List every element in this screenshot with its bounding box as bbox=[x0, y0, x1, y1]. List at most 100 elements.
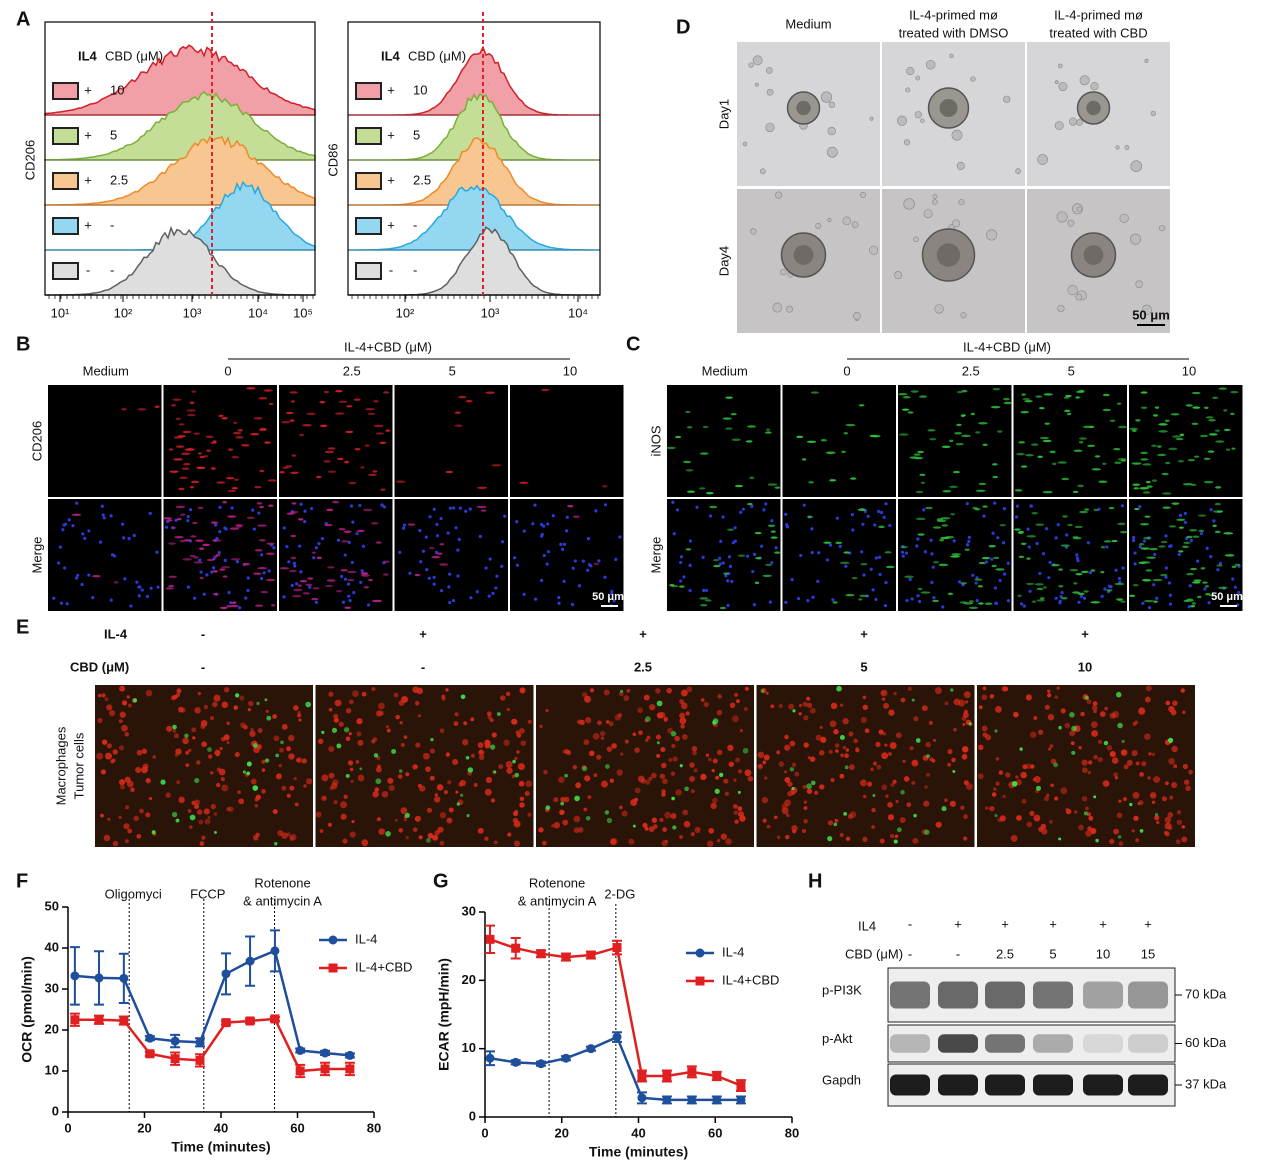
macrophage bbox=[359, 767, 363, 771]
debris bbox=[932, 194, 938, 199]
tumor-cell bbox=[1064, 722, 1071, 729]
cell-signal bbox=[293, 588, 303, 592]
cell-signal bbox=[1133, 487, 1140, 490]
cell-signal bbox=[1138, 543, 1145, 546]
cell-signal bbox=[981, 556, 991, 560]
point bbox=[221, 1018, 231, 1028]
debris bbox=[920, 118, 925, 123]
cell-signal bbox=[407, 523, 416, 526]
tumor-cell bbox=[1050, 783, 1054, 788]
tumor-cell bbox=[609, 778, 614, 783]
tumor-cell bbox=[1185, 785, 1191, 792]
tumor-cell bbox=[809, 756, 816, 762]
nucleus bbox=[63, 566, 67, 570]
debris bbox=[903, 139, 911, 146]
tumor-cell bbox=[204, 818, 211, 825]
cell-signal bbox=[806, 440, 817, 443]
cell-signal bbox=[1168, 447, 1178, 451]
debris bbox=[1037, 154, 1048, 165]
row-label: Merge bbox=[648, 537, 663, 574]
tumor-cell bbox=[398, 700, 405, 706]
nucleus bbox=[675, 508, 680, 512]
tumor-cell bbox=[853, 738, 858, 744]
cell-signal bbox=[252, 572, 262, 575]
macrophage bbox=[336, 743, 342, 749]
tumor-cell bbox=[356, 718, 363, 725]
macrophage bbox=[426, 837, 431, 843]
tumor-cell bbox=[912, 837, 919, 844]
nucleus bbox=[1164, 575, 1168, 579]
nucleus bbox=[764, 502, 768, 506]
nucleus bbox=[210, 570, 214, 574]
phase-label: Rotenone bbox=[529, 875, 585, 890]
nucleus bbox=[1207, 601, 1211, 605]
macrophage bbox=[456, 802, 461, 806]
cell-signal bbox=[1186, 572, 1194, 576]
nucleus bbox=[1131, 538, 1136, 543]
tumor-cell bbox=[563, 796, 570, 803]
cell-signal bbox=[327, 566, 335, 569]
tumor-cell bbox=[953, 727, 957, 732]
tumor-cell bbox=[1164, 831, 1170, 837]
nucleus bbox=[917, 599, 922, 604]
cell-signal bbox=[1113, 448, 1121, 451]
tumor-cell bbox=[840, 753, 845, 758]
nucleus bbox=[727, 555, 732, 559]
cell-signal bbox=[268, 402, 274, 406]
nucleus bbox=[785, 523, 789, 527]
nucleus bbox=[678, 560, 683, 565]
cell-signal bbox=[291, 510, 299, 514]
tumor-cell bbox=[737, 769, 742, 774]
cell-signal bbox=[950, 555, 961, 558]
cell-signal bbox=[810, 391, 819, 394]
tumor-cell bbox=[1046, 793, 1050, 797]
nucleus bbox=[1189, 538, 1193, 543]
x-tick-label: 80 bbox=[367, 1120, 381, 1135]
macrophage bbox=[275, 753, 280, 758]
tumor-cell bbox=[107, 817, 111, 822]
cell-signal bbox=[1075, 572, 1083, 576]
cell-signal bbox=[1215, 440, 1225, 443]
macrophage bbox=[994, 814, 998, 818]
cell-signal bbox=[227, 515, 237, 518]
tumor-cell bbox=[705, 753, 710, 757]
tumor-cell bbox=[601, 780, 608, 788]
nucleus bbox=[770, 561, 774, 565]
tumor-cell bbox=[717, 694, 722, 699]
macrophage bbox=[512, 759, 516, 764]
cell-signal bbox=[1050, 563, 1060, 567]
nucleus bbox=[80, 582, 84, 587]
tumor-cell bbox=[1047, 689, 1051, 693]
macrophage bbox=[564, 773, 568, 778]
tumor-cell bbox=[995, 781, 1000, 786]
cell-signal bbox=[380, 488, 386, 491]
tumor-cell bbox=[830, 702, 838, 710]
cell-signal bbox=[704, 599, 712, 602]
cell-signal bbox=[1187, 458, 1196, 462]
tumor-cell bbox=[123, 823, 130, 830]
nucleus bbox=[1183, 520, 1188, 525]
cell-signal bbox=[91, 574, 101, 578]
y-tick-label: 0 bbox=[469, 1108, 476, 1123]
macrophage bbox=[375, 778, 382, 785]
nucleus bbox=[718, 562, 722, 566]
point bbox=[637, 1093, 647, 1103]
nucleus bbox=[360, 569, 364, 573]
nucleus bbox=[211, 566, 216, 570]
tumor-cell bbox=[583, 807, 588, 812]
tumor-cell bbox=[265, 709, 269, 713]
column-label: 5 bbox=[449, 363, 456, 378]
tumor-cell bbox=[577, 827, 584, 833]
tumor-cell bbox=[881, 784, 888, 791]
tumor-cell bbox=[221, 784, 229, 792]
cell-signal bbox=[191, 390, 197, 393]
cell-signal bbox=[1202, 581, 1208, 584]
cell-signal bbox=[1100, 546, 1106, 549]
tumor-cell bbox=[317, 738, 324, 745]
nucleus bbox=[545, 562, 549, 566]
cell-signal bbox=[332, 500, 340, 504]
tumor-cell bbox=[112, 840, 119, 847]
cell-signal bbox=[982, 505, 988, 508]
legend-box bbox=[52, 172, 79, 190]
nucleus bbox=[350, 560, 354, 565]
